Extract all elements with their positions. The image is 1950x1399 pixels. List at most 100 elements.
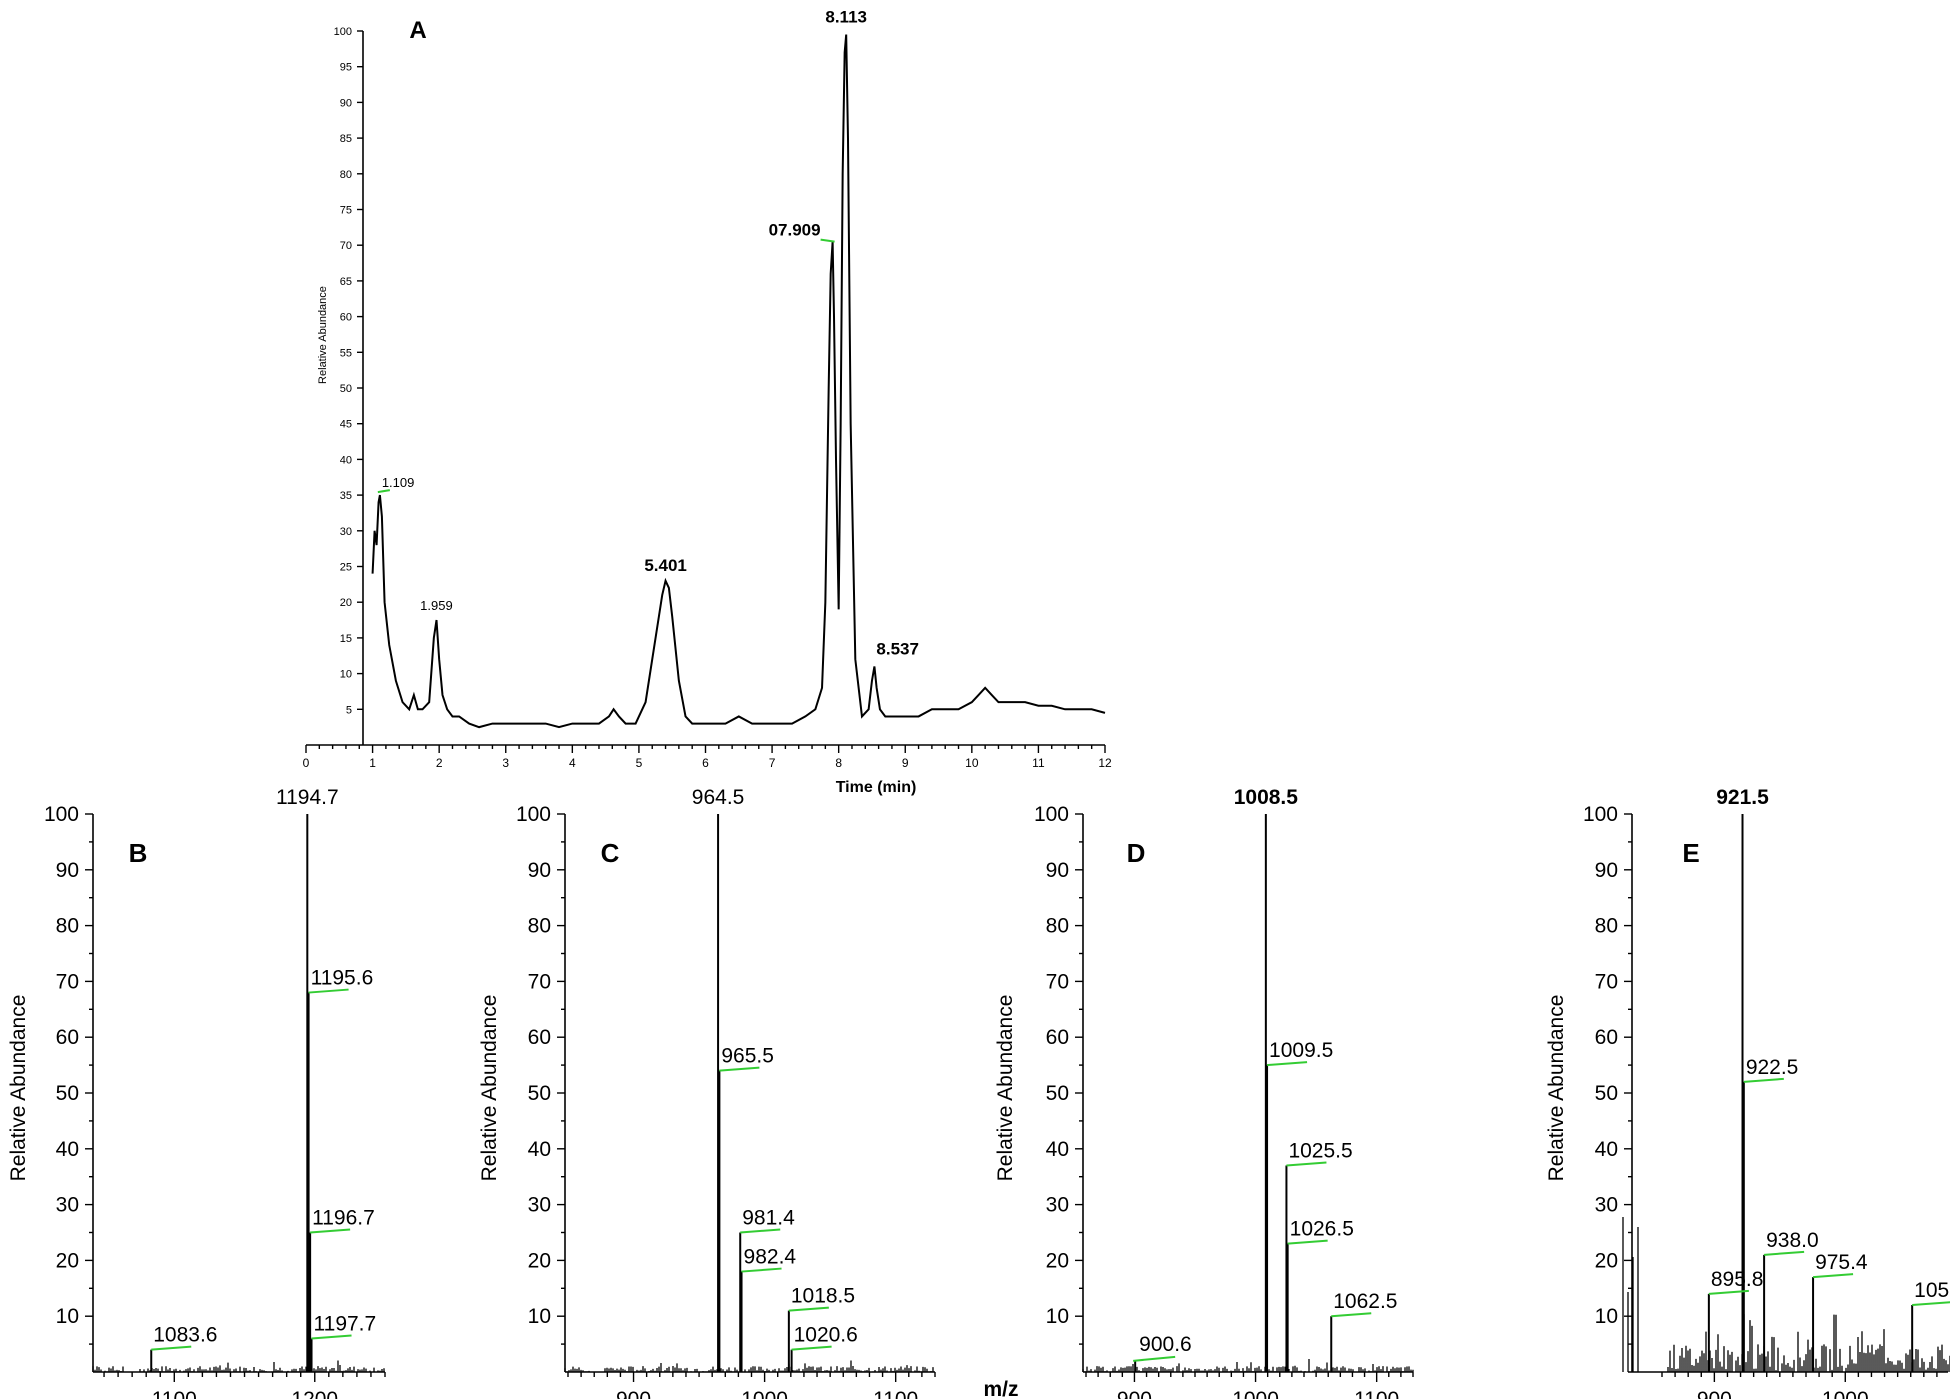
peak-label: 938.0	[1766, 1229, 1819, 1252]
y-tick-label: 20	[340, 597, 352, 609]
y-axis-label: Relative Abundance	[994, 995, 1017, 1182]
x-tick-label: 5	[636, 756, 643, 770]
x-tick-label: 12	[1098, 756, 1112, 770]
label-leader	[741, 1267, 782, 1273]
y-tick-label: 70	[528, 970, 551, 993]
x-tick-label: 2	[436, 756, 443, 770]
x-tick-label: 1100	[1354, 1388, 1399, 1399]
x-tick-label: 900	[616, 1388, 651, 1399]
panel-label: D	[1127, 838, 1146, 868]
x-tick-label: 11	[1032, 756, 1045, 770]
x-tick-label: 7	[769, 756, 776, 770]
peak-label: 1062.5	[1333, 1290, 1397, 1313]
peak-label: 900.6	[1139, 1333, 1192, 1356]
spectrum-panel-b: 10 20 30 40 50 60 70 80 90 100 1100 1200 Relative Ab…	[7, 786, 386, 1399]
peak-label: 1083.6	[153, 1324, 217, 1347]
peak-label: 5.401	[644, 556, 687, 575]
y-tick-label: 20	[1046, 1249, 1069, 1272]
y-tick-label: 100	[1034, 803, 1069, 826]
label-leader	[1331, 1312, 1372, 1318]
x-tick-label: 3	[502, 756, 509, 770]
y-tick-label: 10	[340, 669, 352, 681]
peak-label: 982.4	[744, 1246, 797, 1269]
x-tick-label: 4	[569, 756, 576, 770]
label-leader	[308, 988, 349, 994]
y-tick-label: 90	[1046, 859, 1069, 882]
peak-label: 1009.5	[1269, 1039, 1333, 1062]
y-tick-label: 10	[56, 1305, 79, 1328]
x-axis-label: Time (min)	[836, 779, 917, 796]
peak-label: 1008.5	[1234, 786, 1299, 809]
y-tick-label: 80	[1046, 915, 1069, 938]
label-leader	[311, 1334, 352, 1340]
y-tick-label: 80	[1595, 915, 1618, 938]
y-tick-label: 90	[340, 97, 352, 109]
y-tick-label: 50	[56, 1082, 79, 1105]
y-tick-label: 30	[56, 1194, 79, 1217]
y-tick-label: 95	[340, 62, 352, 74]
y-tick-label: 40	[1046, 1138, 1069, 1161]
y-tick-label: 70	[340, 240, 352, 252]
peak-label: 1020.6	[794, 1324, 858, 1347]
y-axis-label: Relative Abundance	[7, 995, 30, 1182]
noise-baseline	[564, 1360, 936, 1372]
peak-label: 07.909	[769, 221, 821, 240]
y-tick-label: 45	[340, 419, 352, 431]
label-leader	[1287, 1239, 1328, 1245]
x-tick-label: 8	[835, 756, 842, 770]
chromatogram-trace	[371, 34, 1106, 729]
y-tick-label: 60	[56, 1026, 79, 1049]
x-tick-label: 10	[965, 756, 979, 770]
y-tick-label: 30	[1595, 1194, 1618, 1217]
y-tick-label: 100	[334, 26, 352, 38]
label-leader	[1912, 1301, 1950, 1307]
y-tick-label: 30	[1046, 1194, 1069, 1217]
y-tick-label: 70	[1595, 970, 1618, 993]
panel-label: C	[601, 838, 620, 868]
noise-baseline	[1082, 1358, 1414, 1372]
x-axis-label: m/z	[983, 1378, 1018, 1399]
label-leader	[1812, 1273, 1854, 1279]
peak-label: 1025.5	[1288, 1140, 1352, 1163]
y-tick-label: 100	[516, 803, 551, 826]
peak-label: 1.109	[382, 475, 415, 490]
peak-label: 981.4	[742, 1207, 795, 1230]
y-tick-label: 60	[340, 312, 352, 324]
x-tick-label: 900	[1697, 1388, 1732, 1399]
y-tick-label: 100	[44, 803, 79, 826]
noise-baseline	[92, 1360, 385, 1372]
peak-label: 1195.6	[311, 967, 374, 990]
panel-label: E	[1682, 838, 1699, 868]
label-leader	[740, 1228, 781, 1234]
x-tick-label: 0	[303, 756, 310, 770]
y-tick-label: 40	[528, 1138, 551, 1161]
y-tick-label: 75	[340, 205, 352, 217]
y-tick-label: 25	[340, 562, 352, 574]
y-tick-label: 65	[340, 276, 352, 288]
peak-label: 895.8	[1711, 1268, 1764, 1291]
peak-label: 964.5	[692, 786, 745, 809]
peak-label: 8.537	[876, 639, 919, 658]
y-tick-label: 55	[340, 347, 352, 359]
y-tick-label: 50	[528, 1082, 551, 1105]
x-tick-label: 6	[702, 756, 709, 770]
panel-label: A	[409, 17, 426, 44]
y-tick-label: 35	[340, 490, 352, 502]
peak-label: 1194.7	[276, 786, 339, 809]
y-tick-label: 20	[56, 1249, 79, 1272]
peak-label: 1018.5	[791, 1285, 855, 1308]
y-tick-label: 40	[1595, 1138, 1618, 1161]
label-leader	[719, 1066, 760, 1072]
label-leader	[151, 1345, 192, 1351]
panel-label: B	[129, 838, 148, 868]
y-tick-label: 100	[1583, 803, 1618, 826]
y-tick-label: 85	[340, 133, 352, 145]
x-tick-label: 9	[902, 756, 909, 770]
peak-label: 921.5	[1716, 786, 1769, 809]
